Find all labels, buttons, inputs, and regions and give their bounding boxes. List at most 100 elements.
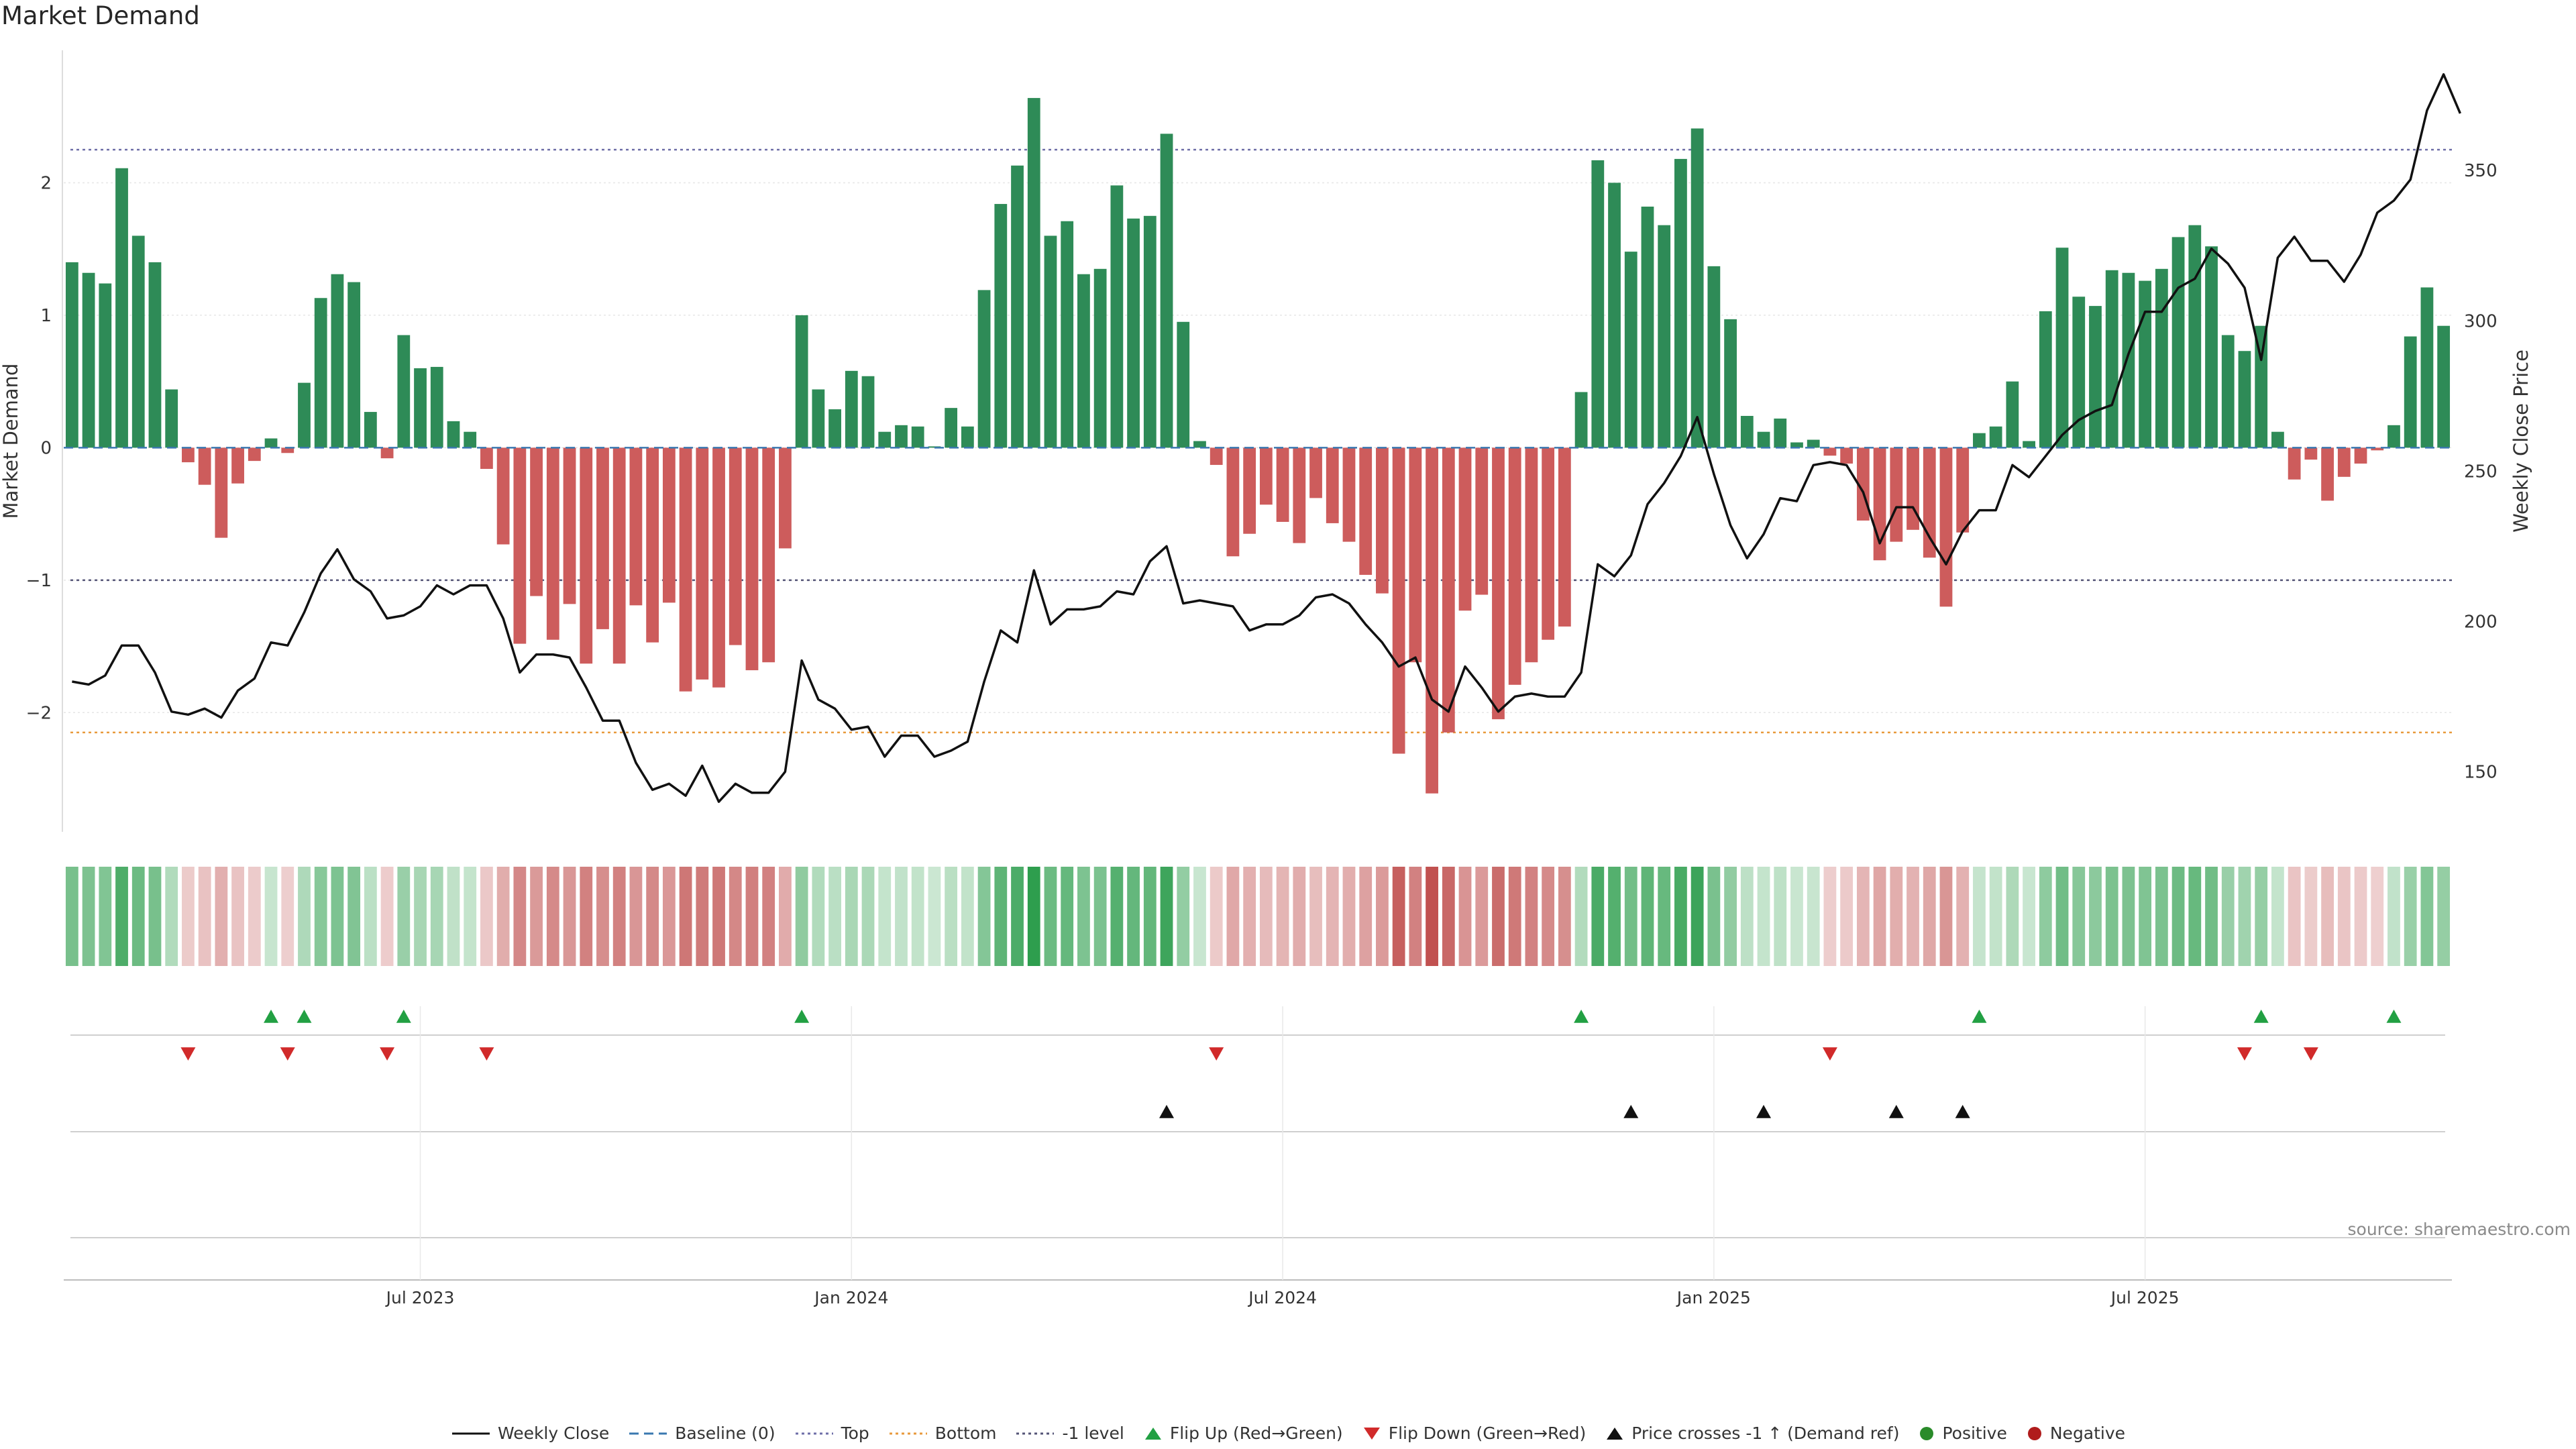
demand-bar — [1574, 392, 1588, 448]
demand-bar — [281, 447, 294, 453]
heat-cell — [347, 867, 361, 966]
heat-cell — [1591, 867, 1605, 966]
heat-cell — [1757, 867, 1770, 966]
heat-cell — [646, 867, 659, 966]
heat-cell — [1956, 867, 1970, 966]
heat-cell — [1724, 867, 1737, 966]
demand-bar — [464, 431, 477, 448]
demand-bar — [1658, 225, 1671, 448]
demand-bar — [629, 447, 643, 606]
legend-label: Price crosses -1 ↑ (Demand ref) — [1631, 1424, 1900, 1443]
demand-bar — [65, 262, 78, 448]
demand-bar — [2039, 311, 2052, 448]
y2-tick-label: 300 — [2464, 311, 2498, 331]
flip-down-marker — [2237, 1047, 2252, 1061]
demand-bar — [1740, 415, 1754, 448]
demand-bar — [1973, 433, 1986, 448]
demand-bar — [580, 447, 593, 664]
demand-bar — [1624, 252, 1638, 448]
demand-bar — [2271, 431, 2284, 448]
heat-cell — [1823, 867, 1837, 966]
heat-cell — [530, 867, 543, 966]
legend-top: Top — [794, 1424, 869, 1443]
heat-cell — [314, 867, 327, 966]
heat-cell — [1392, 867, 1405, 966]
heat-cell — [1690, 867, 1704, 966]
heat-cell — [1973, 867, 1986, 966]
heat-cell — [414, 867, 427, 966]
y-tick-label: −2 — [26, 703, 52, 723]
demand-bar — [1790, 442, 1803, 448]
heat-cell — [629, 867, 643, 966]
price-cross-marker — [1159, 1105, 1175, 1118]
heat-cell — [231, 867, 244, 966]
demand-bar — [314, 298, 327, 448]
heat-cell — [1641, 867, 1654, 966]
demand-bar — [1259, 447, 1273, 505]
heat-cell — [1856, 867, 1870, 966]
heat-cell — [1608, 867, 1621, 966]
demand-bar — [1542, 447, 1555, 640]
heat-cell — [2288, 867, 2301, 966]
heat-cell — [546, 867, 559, 966]
demand-bar — [1342, 447, 1356, 542]
demand-bar — [546, 447, 559, 640]
demand-bar — [1027, 98, 1040, 448]
flip-down-marker — [479, 1047, 494, 1061]
heat-cell — [729, 867, 742, 966]
flip-down-marker — [280, 1047, 295, 1061]
heat-cell — [215, 867, 228, 966]
heat-cell — [779, 867, 792, 966]
heat-cell — [1442, 867, 1455, 966]
y-axis-label: Market Demand — [0, 364, 22, 519]
demand-bar — [1309, 447, 1322, 498]
demand-bar — [1143, 215, 1157, 448]
negative-dot-icon — [2027, 1426, 2041, 1440]
heat-cell — [1326, 867, 1339, 966]
heat-cell — [1127, 867, 1140, 966]
heat-cell — [1674, 867, 1687, 966]
heat-cell — [1658, 867, 1671, 966]
heat-cell — [1011, 867, 1024, 966]
demand-bar — [845, 370, 858, 448]
demand-bar — [530, 447, 543, 596]
heat-cell — [2238, 867, 2251, 966]
demand-bar — [878, 431, 892, 448]
legend-label: Negative — [2049, 1424, 2126, 1443]
demand-bar — [1110, 185, 1124, 448]
demand-bar — [1061, 221, 1074, 448]
demand-bar — [2055, 248, 2069, 448]
heat-cell — [2055, 867, 2069, 966]
heat-cell — [1409, 867, 1422, 966]
legend-weekly-close: Weekly Close — [451, 1424, 609, 1443]
demand-bar — [1127, 218, 1140, 448]
demand-bar — [2155, 268, 2168, 448]
legend-flip-down: Flip Down (Green→Red) — [1362, 1424, 1586, 1443]
demand-bar — [182, 447, 195, 463]
demand-bar — [1690, 128, 1704, 448]
demand-bar — [380, 447, 394, 459]
heat-cell — [513, 867, 527, 966]
demand-bar — [2122, 272, 2135, 448]
legend-flip-up: Flip Up (Red→Green) — [1143, 1424, 1343, 1443]
heat-cell — [298, 867, 311, 966]
demand-bar — [2387, 425, 2400, 448]
heat-cell — [1890, 867, 1903, 966]
demand-bar — [2437, 325, 2451, 448]
heat-cell — [1807, 867, 1820, 966]
y2-tick-label: 350 — [2464, 161, 2498, 181]
y-tick-label: 1 — [40, 306, 52, 326]
demand-bar — [563, 447, 576, 604]
heat-cell — [1475, 867, 1489, 966]
demand-bar — [828, 409, 841, 448]
demand-bar — [1409, 447, 1422, 663]
heat-cell — [148, 867, 162, 966]
heat-cell — [1989, 867, 2002, 966]
heat-cell — [2354, 867, 2367, 966]
legend-label: Positive — [1942, 1424, 2007, 1443]
heat-cell — [380, 867, 394, 966]
demand-bar — [298, 382, 311, 448]
demand-bar — [1392, 447, 1405, 754]
demand-bar — [1823, 447, 1837, 456]
demand-bar — [198, 447, 211, 485]
